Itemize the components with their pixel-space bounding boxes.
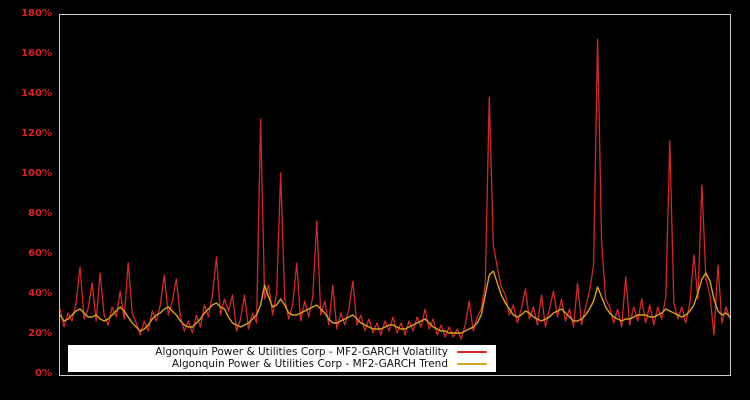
- legend-box: Algonquin Power & Utilities Corp - MF2-G…: [67, 344, 497, 373]
- y-tick-80: 80%: [28, 208, 52, 219]
- y-tick-120: 120%: [21, 128, 52, 139]
- volatility-line-swatch-icon: [457, 351, 487, 353]
- y-tick-0: 0%: [35, 368, 52, 379]
- y-tick-180: 180%: [21, 8, 52, 19]
- y-tick-20: 20%: [28, 328, 52, 339]
- y-tick-140: 140%: [21, 88, 52, 99]
- y-tick-60: 60%: [28, 248, 52, 259]
- chart-canvas: [60, 38, 730, 340]
- trend-line-swatch-icon: [457, 363, 487, 365]
- legend-item-volatility: Algonquin Power & Utilities Corp - MF2-G…: [68, 346, 496, 358]
- volatility-line: [60, 38, 730, 340]
- legend-label-volatility: Algonquin Power & Utilities Corp - MF2-G…: [155, 346, 448, 358]
- legend-item-trend: Algonquin Power & Utilities Corp - MF2-G…: [68, 358, 496, 370]
- y-tick-40: 40%: [28, 288, 52, 299]
- legend-label-trend: Algonquin Power & Utilities Corp - MF2-G…: [171, 358, 448, 370]
- y-tick-160: 160%: [21, 48, 52, 59]
- y-tick-100: 100%: [21, 168, 52, 179]
- trend-line: [60, 270, 730, 334]
- y-axis-tick-labels: 180% 160% 140% 120% 100% 80% 60% 40% 20%…: [0, 0, 54, 400]
- plot-area: [59, 14, 731, 376]
